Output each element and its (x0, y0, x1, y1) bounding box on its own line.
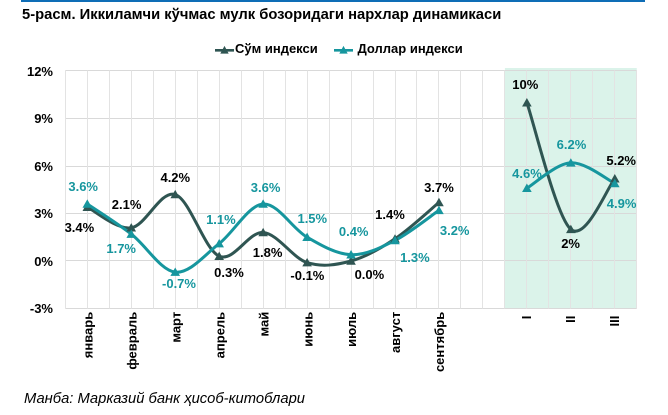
svg-text:апрель: апрель (212, 312, 227, 359)
svg-text:сентябрь: сентябрь (432, 312, 447, 372)
svg-text:январь: январь (81, 312, 96, 358)
svg-text:июль: июль (344, 312, 359, 347)
svg-text:июнь: июнь (300, 312, 315, 347)
svg-text:I: I (519, 316, 534, 320)
svg-text:февраль: февраль (125, 312, 140, 370)
svg-text:март: март (168, 312, 183, 343)
svg-text:август: август (388, 312, 403, 353)
svg-text:II: II (563, 316, 578, 323)
svg-text:III: III (607, 316, 622, 327)
svg-text:май: май (256, 312, 271, 337)
